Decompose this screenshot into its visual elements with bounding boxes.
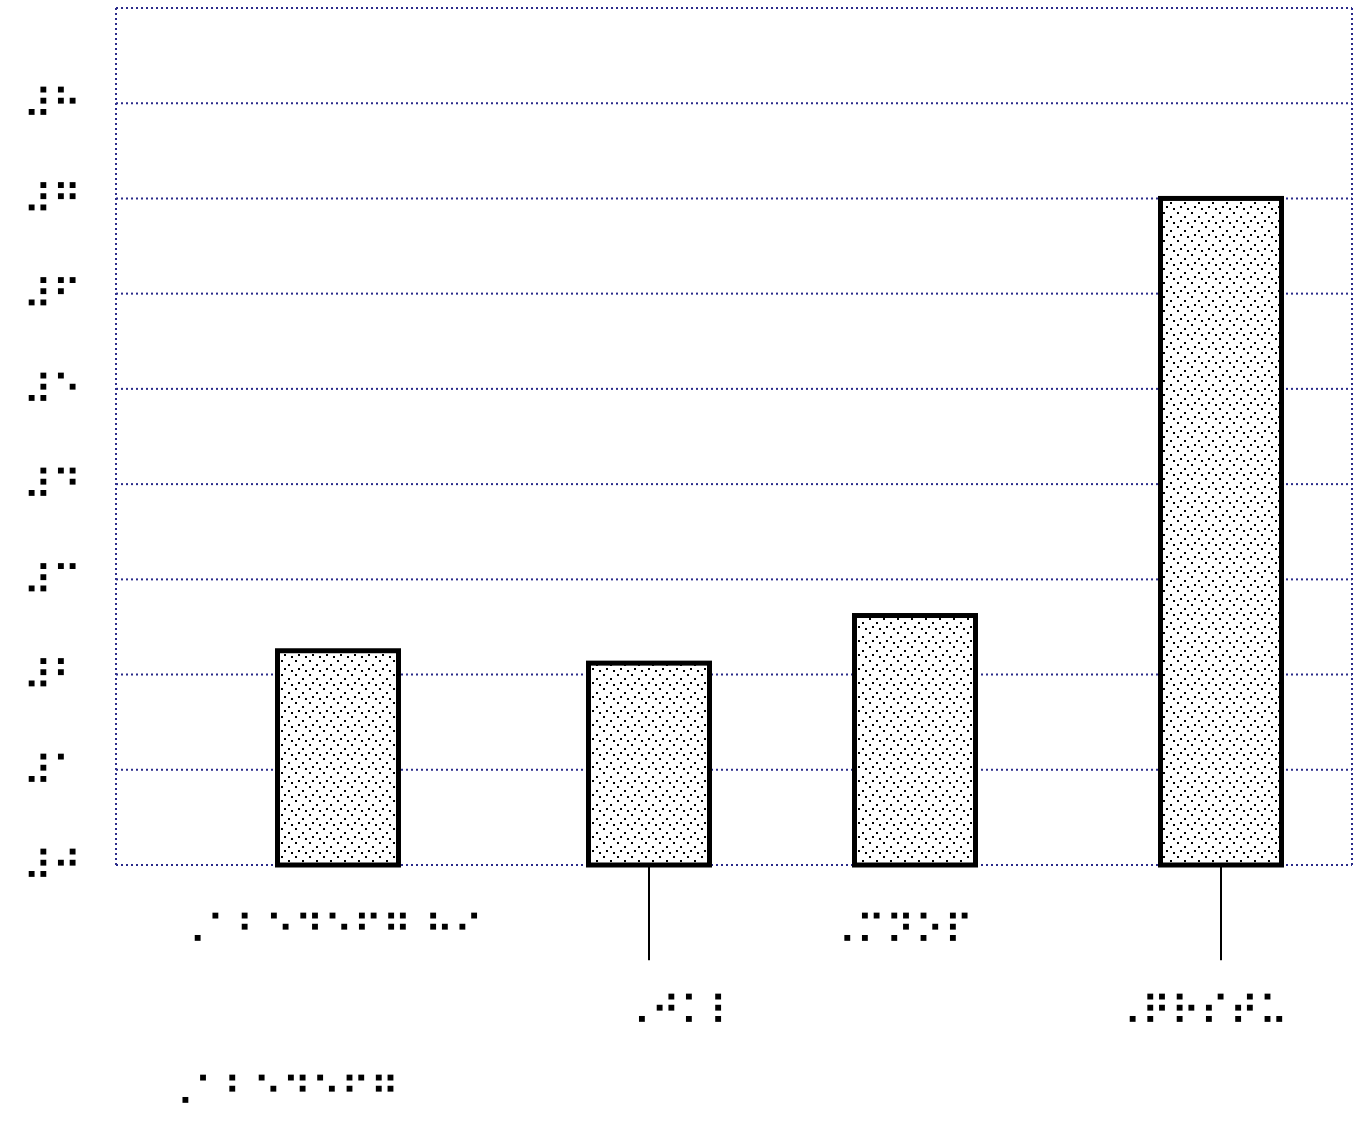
x-category-label: ⠠⠍⠝⠕⠏: [827, 908, 973, 954]
y-tick-label: ⠼⠙: [23, 463, 82, 509]
bar: [275, 648, 401, 868]
y-tick-label: ⠼⠁: [23, 749, 82, 795]
grid-lines: [115, 7, 1353, 866]
x-category-label: ⠠⠟⠗⠎⠞⠥: [1112, 989, 1288, 1035]
y-tick-label: ⠼⠓: [23, 82, 82, 128]
error-whiskers: [648, 865, 1222, 961]
bars: [275, 195, 1284, 868]
bar: [1158, 195, 1284, 868]
y-tick-label: ⠼⠉: [23, 558, 82, 604]
y-tick-label: ⠼⠛: [23, 177, 82, 223]
y-tick-label: ⠼⠑: [23, 368, 82, 414]
x-axis-category-labels: ⠠⠁⠃⠑⠙⠑⠋⠛ ⠓⠊ ⠠⠚⠅⠇ ⠠⠍⠝⠕⠏ ⠠⠟⠗⠎⠞⠥ ⠠⠁⠃⠑⠙⠑⠋⠛: [165, 908, 1288, 1116]
y-tick-label: ⠼⠃: [23, 654, 82, 700]
x-category-sublabel: ⠠⠁⠃⠑⠙⠑⠋⠛: [165, 1070, 399, 1116]
bar: [852, 613, 978, 868]
y-tick-label: ⠼⠚: [23, 844, 82, 890]
x-category-label: ⠠⠚⠅⠇: [621, 989, 738, 1035]
bar: [586, 660, 712, 868]
x-category-label: ⠠⠁⠃⠑⠙⠑⠋⠛ ⠓⠊: [177, 908, 483, 954]
y-tick-label: ⠼⠋: [23, 273, 82, 319]
y-axis-tick-labels: ⠼⠚ ⠼⠁ ⠼⠃ ⠼⠉ ⠼⠙ ⠼⠑ ⠼⠋ ⠼⠛ ⠼⠓: [23, 82, 82, 890]
